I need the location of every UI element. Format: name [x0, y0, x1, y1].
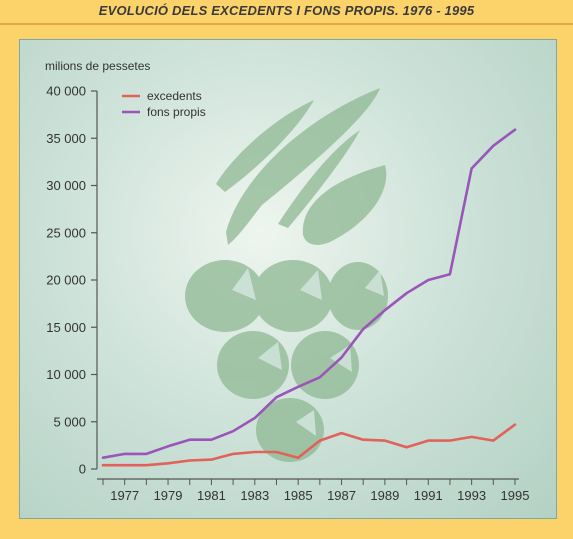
legend-label-excedents: excedents — [147, 89, 202, 103]
y-tick-label: 40 000 — [46, 84, 86, 99]
x-tick-label: 1977 — [110, 488, 139, 503]
x-tick-label: 1989 — [370, 488, 399, 503]
y-tick-label: 10 000 — [46, 367, 86, 382]
y-tick-label: 0 — [79, 462, 86, 477]
x-tick-label: 1979 — [154, 488, 183, 503]
y-tick-label: 20 000 — [46, 273, 86, 288]
legend-label-fons-propis: fons propis — [147, 105, 206, 119]
x-tick-label: 1987 — [327, 488, 356, 503]
x-tick-label: 1981 — [197, 488, 226, 503]
y-tick-label: 5 000 — [53, 414, 86, 429]
x-tick-label: 1985 — [284, 488, 313, 503]
x-tick-label: 1993 — [457, 488, 486, 503]
x-tick-label: 1983 — [240, 488, 269, 503]
y-tick-label: 35 000 — [46, 131, 86, 146]
y-tick-label: 25 000 — [46, 225, 86, 240]
title-underline — [0, 23, 573, 25]
x-tick-label: 1991 — [414, 488, 443, 503]
x-tick-label: 1995 — [501, 488, 530, 503]
y-tick-label: 30 000 — [46, 178, 86, 193]
y-tick-label: 15 000 — [46, 320, 86, 335]
series-line-excedents — [101, 423, 517, 467]
y-axis-label: milions de pessetes — [45, 59, 150, 73]
series-line-fons-propis — [101, 128, 517, 460]
chart-title: EVOLUCIÓ DELS EXCEDENTS I FONS PROPIS. 1… — [98, 3, 475, 18]
grape-watermark-icon — [185, 88, 388, 462]
